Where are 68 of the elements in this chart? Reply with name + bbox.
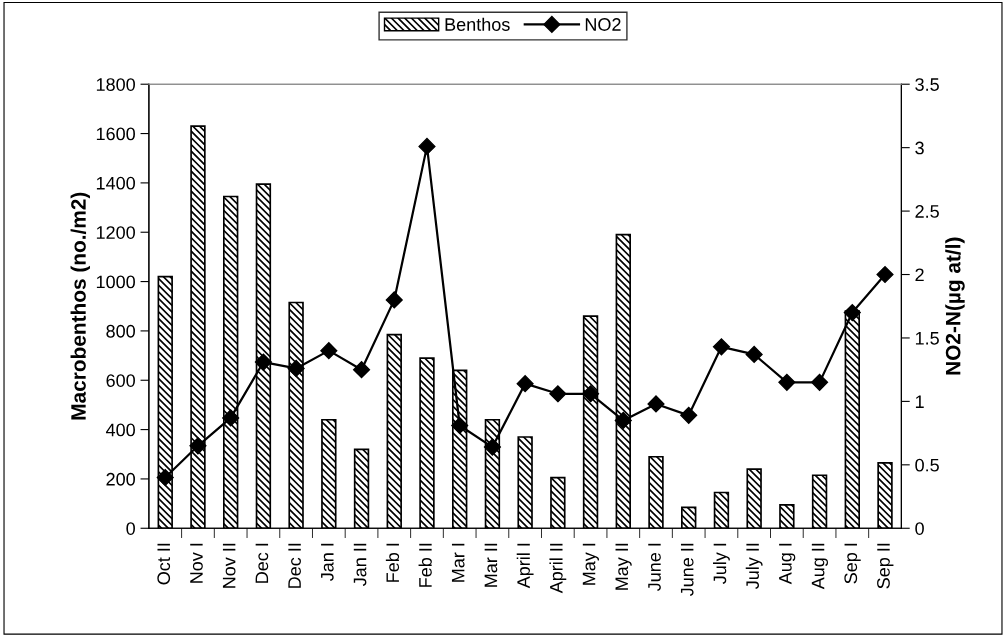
legend-label: Benthos bbox=[445, 17, 510, 31]
y2-tick-label: 0 bbox=[915, 522, 924, 535]
point bbox=[451, 416, 469, 435]
x-tick-label: April II bbox=[549, 543, 567, 594]
point bbox=[222, 409, 240, 427]
y2-axis-title: NO2-N(µg at/l) bbox=[945, 237, 965, 375]
x-tick-label: April I bbox=[516, 543, 534, 589]
x-tick-label: Oct II bbox=[157, 543, 171, 585]
y-tick-label: 1200 bbox=[96, 226, 135, 239]
y2-tick-label: 1.5 bbox=[915, 332, 939, 345]
point bbox=[549, 385, 567, 403]
y2-tick-label: 3 bbox=[915, 141, 924, 155]
y-tick-label: 800 bbox=[106, 324, 135, 338]
x-tick-label: Dec I bbox=[255, 543, 269, 583]
y-tick-label: 1800 bbox=[96, 78, 135, 91]
point bbox=[745, 345, 763, 364]
x-tick-label: Feb II bbox=[418, 543, 432, 587]
x-tick-label: Aug II bbox=[811, 543, 828, 590]
point bbox=[843, 304, 861, 322]
point bbox=[876, 265, 894, 284]
y2-tick-label: 3.5 bbox=[915, 78, 939, 91]
point bbox=[582, 385, 600, 403]
x-tick-label: Nov I bbox=[190, 543, 203, 583]
point bbox=[385, 291, 403, 309]
x-tick-label: Jan I bbox=[321, 543, 334, 582]
point bbox=[418, 137, 436, 155]
y-tick-label: 400 bbox=[105, 423, 135, 437]
x-tick-label: June II bbox=[680, 543, 694, 597]
x-tick-label: June I bbox=[648, 543, 661, 592]
point bbox=[352, 361, 371, 379]
x-tick-label: Dec II bbox=[288, 543, 301, 588]
point bbox=[254, 353, 272, 371]
y-tick-label: 1000 bbox=[96, 275, 135, 289]
point bbox=[189, 437, 207, 455]
point bbox=[811, 373, 829, 391]
point bbox=[647, 395, 665, 413]
point bbox=[320, 342, 338, 360]
x-tick-label: Mar I bbox=[451, 543, 465, 582]
point bbox=[516, 375, 534, 393]
y-tick-label: 1600 bbox=[96, 127, 135, 141]
point bbox=[287, 359, 305, 377]
x-tick-label: Nov II bbox=[222, 543, 236, 588]
y-tick-label: 600 bbox=[106, 374, 135, 387]
point bbox=[778, 373, 796, 391]
x-tick-label: Aug I bbox=[779, 543, 796, 585]
x-tick-label: Sep I bbox=[844, 543, 861, 584]
y2-tick-label: 2 bbox=[915, 268, 924, 282]
y-tick-label: 0 bbox=[126, 522, 135, 535]
x-tick-label: Mar II bbox=[484, 543, 498, 587]
y-axis-title: Macrobenthos (no./m2) bbox=[70, 192, 90, 420]
point bbox=[614, 411, 632, 429]
x-tick-label: May I bbox=[582, 543, 599, 585]
y2-tick-label: 0.5 bbox=[915, 458, 939, 472]
y2-tick-label: 2.5 bbox=[915, 205, 939, 218]
y-tick-label: 1400 bbox=[96, 176, 135, 190]
x-tick-label: May II bbox=[615, 543, 632, 590]
x-tick-label: Feb I bbox=[385, 543, 400, 582]
x-tick-label: July I bbox=[713, 543, 730, 585]
legend-label: NO2 bbox=[585, 18, 621, 31]
x-tick-label: July II bbox=[745, 543, 763, 590]
point bbox=[680, 406, 698, 424]
point bbox=[712, 338, 730, 356]
y-tick-label: 200 bbox=[106, 472, 135, 486]
point bbox=[156, 468, 174, 487]
x-tick-label: Jan II bbox=[353, 543, 367, 587]
y2-tick-label: 1 bbox=[915, 395, 924, 408]
x-tick-label: Sep II bbox=[877, 543, 894, 589]
point bbox=[483, 438, 501, 456]
